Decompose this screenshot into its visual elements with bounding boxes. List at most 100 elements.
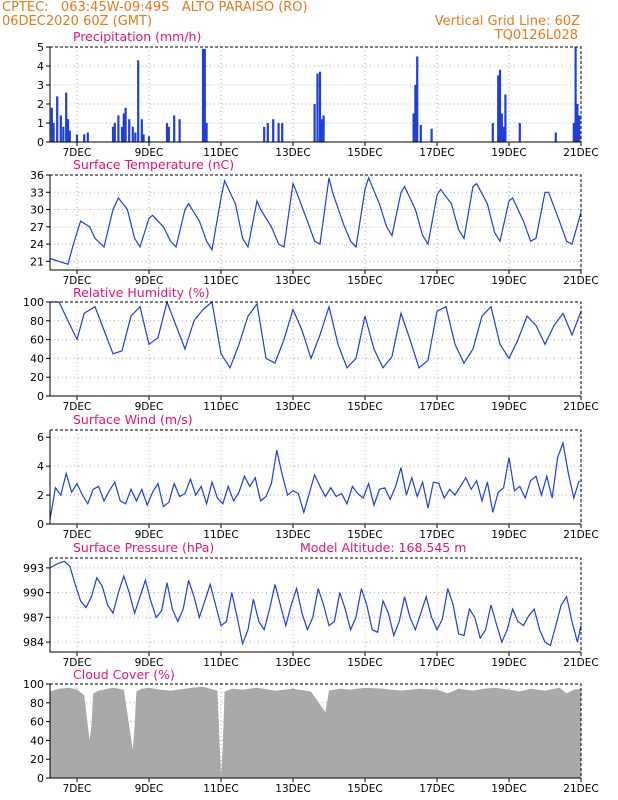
y-tick-label: 80 [30, 315, 44, 328]
x-tick-label: 7DEC [63, 783, 92, 795]
x-tick-label: 17DEC [419, 657, 454, 669]
panel-frame [49, 301, 582, 397]
precip-bar [122, 113, 125, 142]
x-tick-label: 11DEC [203, 147, 238, 159]
header-grid-line: Vertical Grid Line: 60Z [434, 14, 580, 29]
y-tick-label: 60 [30, 716, 44, 729]
x-tick-label: 19DEC [491, 147, 526, 159]
header-location: CPTEC: 063:45W-09:49S ALTO PARAISO (RO) [2, 0, 308, 15]
x-tick-label: 9DEC [135, 147, 164, 159]
y-tick-label: 100 [23, 678, 44, 691]
y-tick-label: 24 [30, 238, 44, 251]
precip-bar [66, 119, 70, 142]
x-tick-label: 9DEC [135, 529, 164, 541]
x-tick-label: 15DEC [347, 401, 382, 413]
x-tick-label: 17DEC [419, 147, 454, 159]
precip-bar [203, 48, 206, 142]
precip-bar [430, 128, 433, 142]
y-tick-label: 21 [30, 255, 44, 268]
precip-bar [173, 115, 176, 142]
precip-bar [59, 115, 62, 142]
precip-bar [266, 123, 269, 142]
precip-bar [320, 119, 323, 142]
x-tick-label: 19DEC [491, 529, 526, 541]
precip-bar [111, 126, 115, 142]
precip-bar [56, 96, 59, 142]
y-tick-label: 0 [37, 518, 44, 531]
panel-title: Surface Pressure (hPa) [73, 540, 214, 555]
precip-bar [68, 130, 71, 142]
x-tick-label: 11DEC [203, 657, 238, 669]
precip-bar [124, 107, 127, 142]
y-tick-label: 40 [30, 352, 44, 365]
y-tick-label: 2 [37, 98, 44, 111]
precip-bar [52, 123, 55, 142]
x-tick-label: 19DEC [491, 657, 526, 669]
cloud-cover-area [50, 686, 581, 778]
precip-bar [167, 126, 170, 142]
precip-bar [165, 123, 169, 142]
x-tick-label: 7DEC [63, 529, 92, 541]
header-model-id: TQ0126L028 [494, 28, 578, 43]
panel-title: Cloud Cover (%) [73, 667, 175, 682]
y-tick-label: 100 [23, 296, 44, 309]
y-tick-label: 990 [23, 587, 44, 600]
y-tick-label: 5 [37, 41, 44, 54]
precip-bar [277, 123, 280, 142]
y-tick-label: 993 [23, 562, 44, 575]
precip-bar [500, 113, 503, 142]
precip-bar [419, 124, 422, 142]
precip-bar [128, 119, 131, 142]
panel-title: Surface Temperature (nC) [73, 157, 234, 172]
x-tick-label: 11DEC [203, 529, 238, 541]
y-tick-label: 27 [30, 221, 44, 234]
x-tick-label: 13DEC [275, 275, 310, 287]
x-tick-label: 11DEC [203, 401, 238, 413]
panel-title: Relative Humidity (%) [73, 285, 210, 300]
x-tick-label: 21DEC [563, 783, 598, 795]
x-tick-label: 9DEC [135, 783, 164, 795]
x-tick-label: 9DEC [135, 275, 164, 287]
precip-bar [412, 113, 415, 142]
precip-bar [137, 60, 140, 142]
series-line [49, 176, 582, 265]
x-tick-label: 15DEC [347, 275, 382, 287]
x-tick-label: 13DEC [275, 529, 310, 541]
precip-bar [86, 132, 89, 142]
panel-title: Surface Wind (m/s) [73, 412, 193, 427]
series-line [50, 300, 582, 370]
precip-bar [62, 126, 65, 142]
y-tick-label: 20 [30, 371, 44, 384]
y-tick-label: 80 [30, 697, 44, 710]
x-tick-label: 11DEC [203, 275, 238, 287]
precip-bar [491, 123, 494, 142]
x-tick-label: 17DEC [419, 275, 454, 287]
y-tick-label: 33 [30, 186, 44, 199]
x-tick-label: 7DEC [63, 401, 92, 413]
x-tick-label: 9DEC [135, 657, 164, 669]
panel-frame [49, 174, 582, 271]
header-date: 06DEC2020 60Z (GMT) [2, 14, 153, 29]
precip-bar [205, 123, 208, 142]
x-tick-label: 15DEC [347, 783, 382, 795]
x-tick-label: 13DEC [275, 657, 310, 669]
precip-bar [313, 104, 316, 142]
precip-bar [414, 85, 417, 142]
x-tick-label: 17DEC [419, 401, 454, 413]
x-tick-label: 19DEC [491, 275, 526, 287]
precip-bar [572, 123, 575, 142]
precip-bar [416, 56, 419, 142]
y-tick-label: 0 [37, 136, 44, 149]
panel-title: Precipitation (mm/h) [73, 29, 201, 44]
x-tick-label: 9DEC [135, 401, 164, 413]
y-tick-label: 20 [30, 753, 44, 766]
precip-bar [201, 48, 205, 142]
precip-bar [502, 126, 505, 142]
y-tick-label: 36 [30, 169, 44, 182]
precip-bar [140, 119, 143, 142]
precip-bar [554, 132, 557, 142]
x-tick-label: 13DEC [275, 401, 310, 413]
precip-bar [272, 119, 275, 142]
precip-bar [65, 92, 68, 142]
precip-bar [578, 115, 581, 142]
